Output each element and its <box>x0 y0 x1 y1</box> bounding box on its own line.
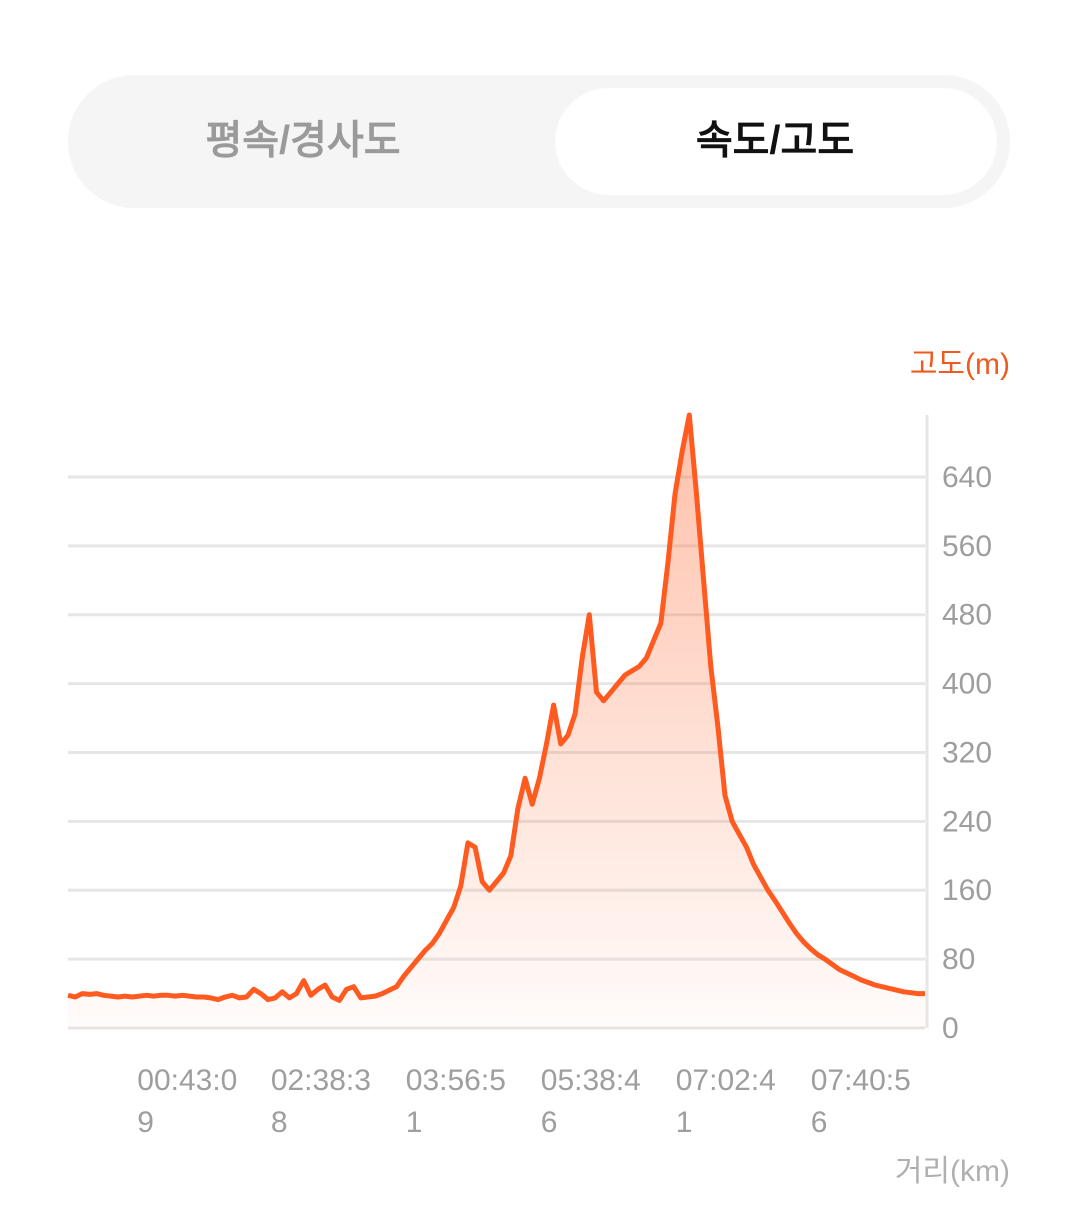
x-tick-label: 07:40:56 <box>810 1064 911 1139</box>
x-axis-label: 거리(km) <box>895 1155 1010 1188</box>
y-axis-label: 고도(m) <box>910 348 1010 381</box>
x-tick-label: 07:02:41 <box>675 1064 776 1139</box>
y-tick-label: 640 <box>942 461 992 494</box>
x-tick-label: 05:38:46 <box>540 1064 641 1139</box>
active-tab-pill <box>555 88 997 195</box>
x-tick-label: 02:38:38 <box>270 1064 371 1139</box>
tab[interactable]: 평속/경사도 <box>205 119 400 163</box>
y-tick-label: 0 <box>942 1012 959 1045</box>
x-tick-label: 00:43:09 <box>137 1064 238 1139</box>
y-tick-label: 480 <box>942 599 992 632</box>
tab[interactable]: 속도/고도 <box>696 119 854 163</box>
y-tick-label: 80 <box>942 943 975 976</box>
line <box>67 412 925 1003</box>
y-tick-label: 400 <box>942 668 992 701</box>
y-tick-label: 160 <box>942 874 992 907</box>
area-fill <box>68 415 925 1028</box>
y-tick-label: 320 <box>942 736 992 769</box>
y-tick-label: 240 <box>942 805 992 838</box>
y-tick-label: 560 <box>942 530 992 563</box>
x-tick-label: 03:56:51 <box>405 1064 506 1139</box>
